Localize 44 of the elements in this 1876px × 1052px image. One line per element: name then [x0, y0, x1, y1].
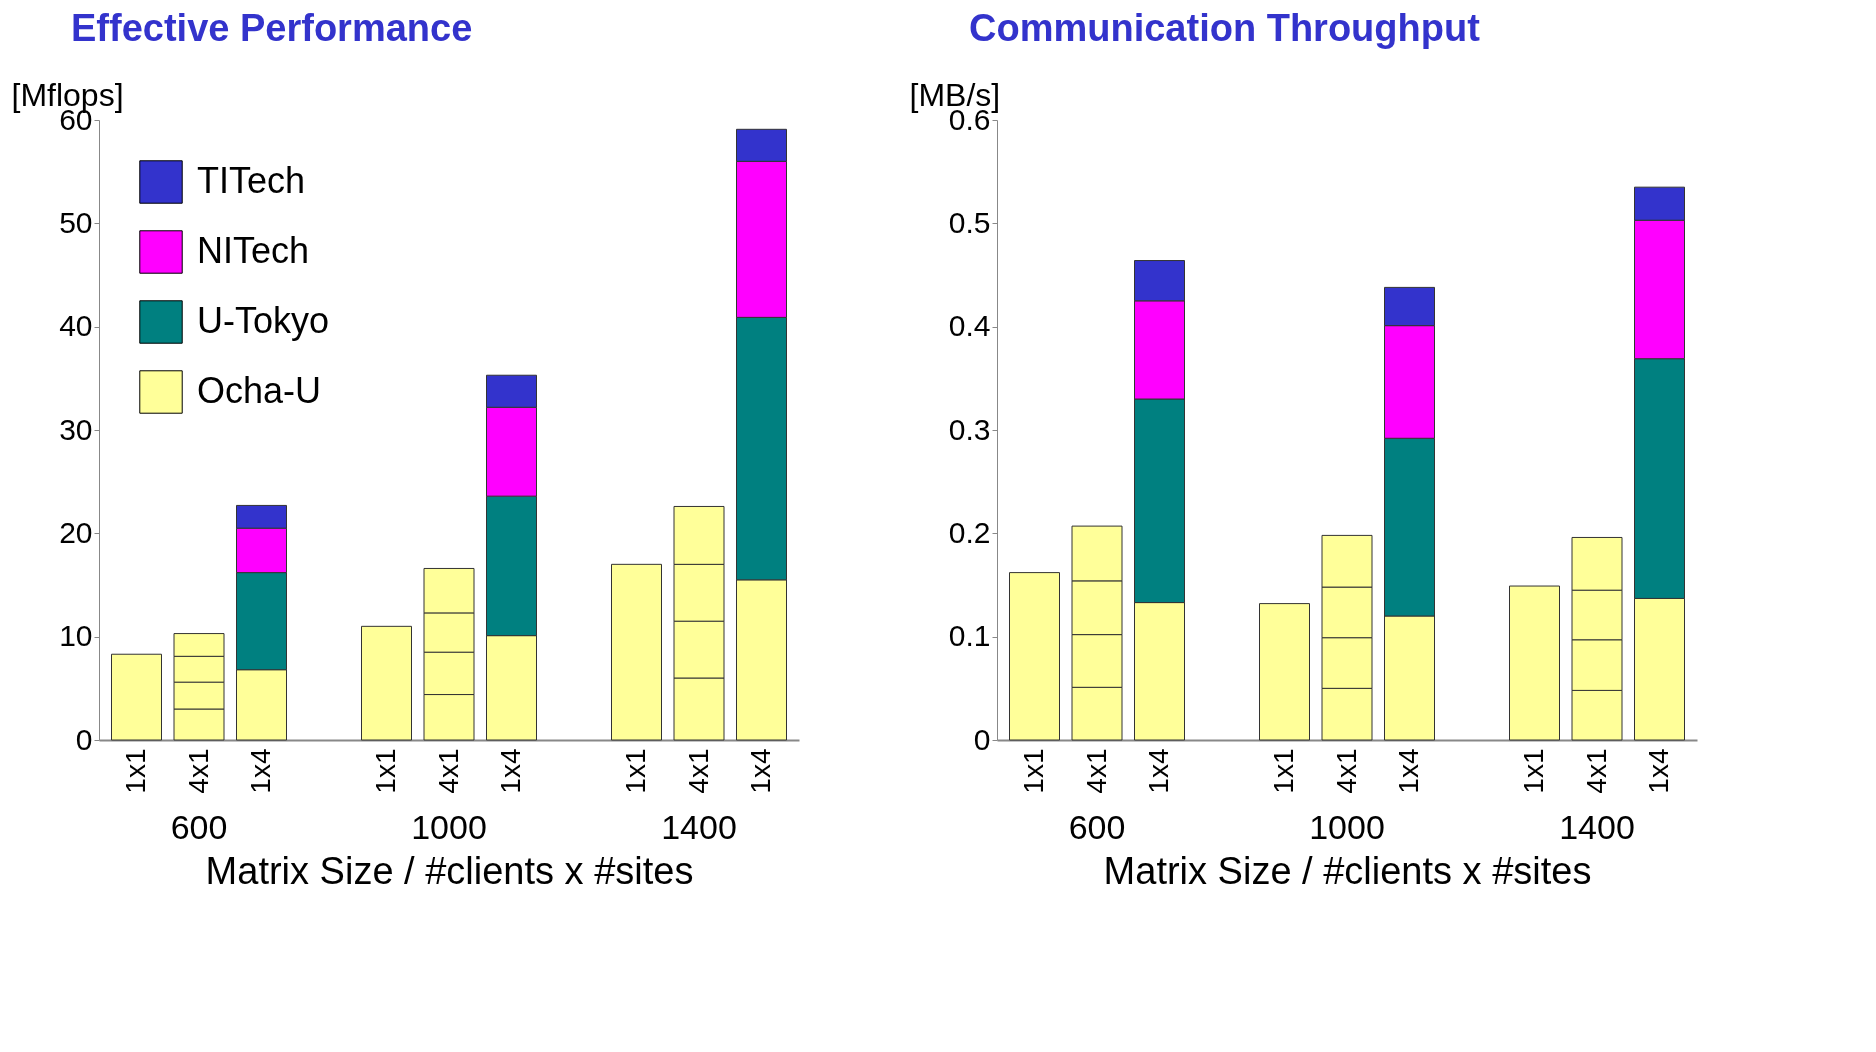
y-tick-label: 10 — [59, 619, 93, 653]
x-tick-label: 1x1 — [370, 748, 401, 794]
x-tick-label: 4x1 — [1080, 748, 1112, 794]
legend-label: TITech — [197, 160, 306, 201]
y-tick-label: 40 — [59, 309, 93, 343]
y-tick-label: 0.3 — [948, 412, 991, 446]
x-tick-label: 1x4 — [245, 748, 276, 794]
legend-label: U-Tokyo — [197, 300, 330, 341]
y-tick-label: 0.2 — [948, 515, 991, 549]
x-tick-label: 1x4 — [495, 748, 526, 794]
y-tick-label: 30 — [59, 412, 93, 446]
legend-label: NITech — [197, 230, 310, 271]
x-tick-label: 1x4 — [745, 748, 776, 794]
text: 600 — [1068, 808, 1126, 846]
chart-title: Effective Performance — [71, 7, 473, 49]
text: 1000 — [1309, 808, 1385, 846]
x-tick-label: 1x4 — [1643, 748, 1674, 794]
x-tick-label: 1x1 — [1018, 748, 1049, 794]
x-tick-label: 4x1 — [1330, 748, 1362, 794]
text: 1000 — [411, 808, 487, 846]
y-tick-label: 50 — [59, 205, 93, 239]
x-tick-label: 4x1 — [1580, 748, 1612, 794]
text: 1400 — [1559, 808, 1635, 846]
chart-title: Communication Throughput — [969, 7, 1481, 49]
x-tick-label: 1x1 — [1518, 748, 1549, 794]
x-tick-label: 1x1 — [120, 748, 151, 794]
y-tick-label: 0.4 — [948, 309, 991, 343]
x-tick-label: 1x1 — [620, 748, 651, 794]
x-tick-label: 4x1 — [682, 748, 714, 794]
x-tick-label: 4x1 — [432, 748, 464, 794]
text: 600 — [170, 808, 228, 846]
y-tick-label: 0.5 — [948, 205, 991, 239]
legend-label: Ocha-U — [197, 370, 322, 411]
y-tick-label: 0 — [973, 722, 991, 756]
text: 1400 — [661, 808, 737, 846]
x-tick-label: 4x1 — [182, 748, 214, 794]
x-axis-title: Matrix Size / #clients x #sites — [205, 849, 694, 892]
x-tick-label: 1x4 — [1393, 748, 1424, 794]
y-tick-label: 0 — [75, 722, 93, 756]
x-tick-label: 1x4 — [1143, 748, 1174, 794]
y-tick-label: 20 — [59, 515, 93, 549]
x-axis-title: Matrix Size / #clients x #sites — [1103, 849, 1592, 892]
y-tick-label: 0.1 — [948, 619, 991, 653]
x-tick-label: 1x1 — [1268, 748, 1299, 794]
